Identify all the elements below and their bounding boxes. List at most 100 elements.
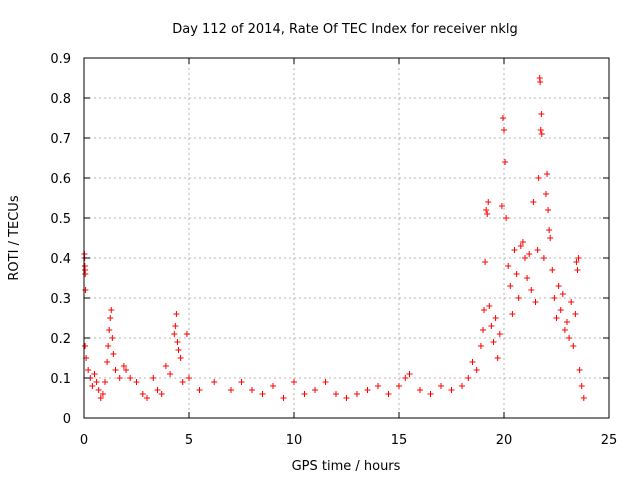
data-point (576, 367, 583, 373)
data-point (417, 387, 423, 393)
data-point (532, 299, 539, 305)
data-point (238, 379, 245, 385)
data-point (179, 379, 186, 385)
data-point (505, 263, 512, 269)
data-point (555, 283, 562, 289)
data-point (343, 395, 350, 401)
data-point (501, 127, 507, 133)
y-tick-label: 0.2 (50, 332, 71, 347)
data-points (81, 75, 587, 401)
data-point (538, 111, 545, 117)
x-tick-label: 10 (286, 433, 303, 448)
data-point (503, 215, 510, 221)
data-point (312, 387, 318, 393)
data-point (133, 379, 140, 385)
data-point (549, 267, 556, 273)
data-point (104, 359, 111, 365)
data-point (259, 391, 266, 397)
data-point (108, 307, 115, 313)
data-point (144, 395, 150, 401)
data-point (546, 227, 553, 233)
data-point (561, 327, 568, 333)
data-point (154, 387, 161, 393)
data-point (116, 375, 123, 381)
data-point (301, 391, 308, 397)
data-point (183, 331, 190, 337)
y-tick-labels: 0 0.1 0.2 0.3 0.4 0.5 0.6 0.7 0.8 0.9 (50, 52, 71, 427)
data-point (354, 391, 360, 397)
data-point (385, 391, 392, 397)
x-tick-label: 15 (391, 433, 408, 448)
data-point (507, 283, 514, 289)
data-point (547, 235, 554, 241)
data-point (469, 359, 476, 365)
data-point (535, 175, 542, 181)
data-point (107, 315, 114, 321)
data-point (538, 131, 545, 137)
data-point (509, 311, 516, 317)
y-tick-label: 0 (63, 412, 71, 427)
data-point (553, 315, 560, 321)
y-tick-label: 0.4 (50, 252, 71, 267)
data-point (375, 383, 381, 389)
data-point (82, 271, 89, 277)
data-point (498, 203, 505, 209)
data-point (515, 295, 522, 301)
data-point (570, 343, 577, 349)
x-tick-label: 0 (80, 433, 88, 448)
data-point (486, 303, 493, 309)
data-point (480, 327, 486, 333)
data-point (364, 387, 371, 393)
data-point (481, 307, 488, 313)
data-point (473, 367, 480, 373)
data-point (537, 79, 544, 85)
data-point (559, 291, 566, 297)
x-tick-label: 25 (601, 433, 618, 448)
y-tick-label: 0.3 (50, 292, 71, 307)
data-point (139, 391, 146, 397)
data-point (120, 363, 127, 369)
data-point (82, 343, 89, 349)
y-tick-label: 0.1 (50, 372, 71, 387)
data-point (95, 387, 102, 393)
data-point (333, 391, 339, 397)
data-point (530, 199, 537, 205)
data-point (578, 383, 585, 389)
data-point (572, 311, 579, 317)
data-point (171, 331, 178, 337)
data-point (574, 267, 581, 273)
data-point (174, 339, 181, 345)
data-point (496, 331, 503, 337)
data-point (465, 375, 472, 381)
data-point (526, 251, 533, 257)
data-point (524, 275, 531, 281)
data-point (557, 307, 564, 313)
chart-title: Day 112 of 2014, Rate Of TEC Index for r… (172, 22, 518, 37)
y-tick-label: 0.8 (50, 92, 71, 107)
axis-ticks (83, 57, 610, 419)
data-point (513, 271, 520, 277)
x-tick-labels: 0 5 10 15 20 25 (80, 433, 617, 448)
x-axis-label: GPS time / hours (292, 459, 401, 474)
y-axis-label: ROTI / TECUs (7, 195, 22, 280)
data-point (406, 371, 413, 377)
data-point (106, 327, 113, 333)
data-point (528, 287, 535, 293)
data-point (438, 383, 444, 389)
data-point (519, 239, 526, 245)
data-point (540, 255, 547, 261)
data-point (228, 387, 234, 393)
y-tick-label: 0.6 (50, 172, 71, 187)
data-point (112, 367, 119, 373)
data-point (544, 171, 551, 177)
data-point (566, 335, 573, 341)
data-point (162, 363, 169, 369)
data-point (575, 255, 582, 261)
data-point (484, 211, 491, 217)
data-point (196, 387, 203, 393)
data-point (494, 355, 501, 361)
data-point (249, 387, 255, 393)
data-point (482, 259, 489, 265)
